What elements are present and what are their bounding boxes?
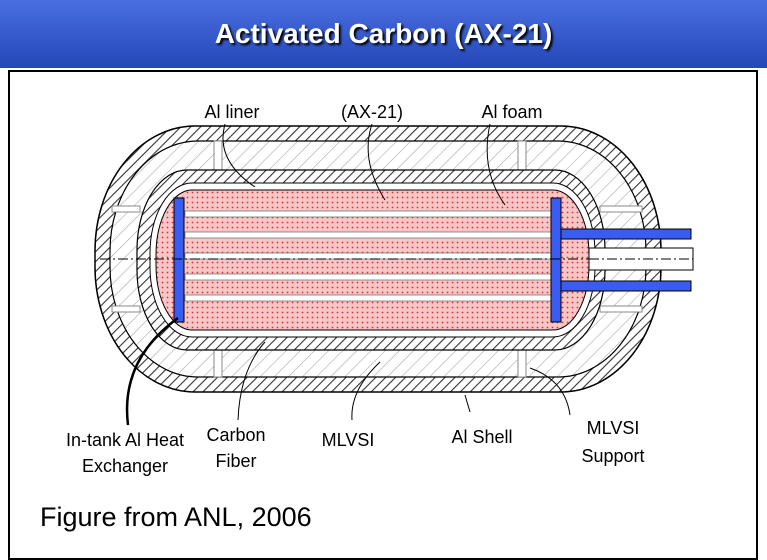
slide-title: Activated Carbon (AX-21) [214,18,553,49]
title-bar [0,0,767,68]
callout: Al Shell [451,427,512,447]
callout: Fiber [215,451,256,471]
callout: In-tank Al Heat [66,430,184,450]
callout: (AX-21) [341,102,403,122]
callout: Al foam [481,102,542,122]
pipes [560,228,694,292]
callout: Support [581,446,644,466]
callout: MLVSI [587,418,640,438]
callout: Carbon [206,425,265,445]
caption: Figure from ANL, 2006 [40,502,312,532]
callout: Exchanger [82,456,168,476]
callout: Al liner [204,102,259,122]
tank-diagram: Al liner (AX-21) Al foam In-tank Al Heat… [66,102,694,476]
callout: MLVSI [322,430,375,450]
inner-vessel [100,169,690,351]
leader-lines [125,123,571,426]
